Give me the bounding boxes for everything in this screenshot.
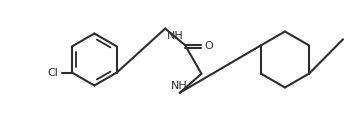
Text: NH: NH	[171, 81, 188, 91]
Text: O: O	[204, 41, 213, 51]
Text: NH: NH	[167, 31, 184, 41]
Text: Cl: Cl	[47, 67, 58, 77]
